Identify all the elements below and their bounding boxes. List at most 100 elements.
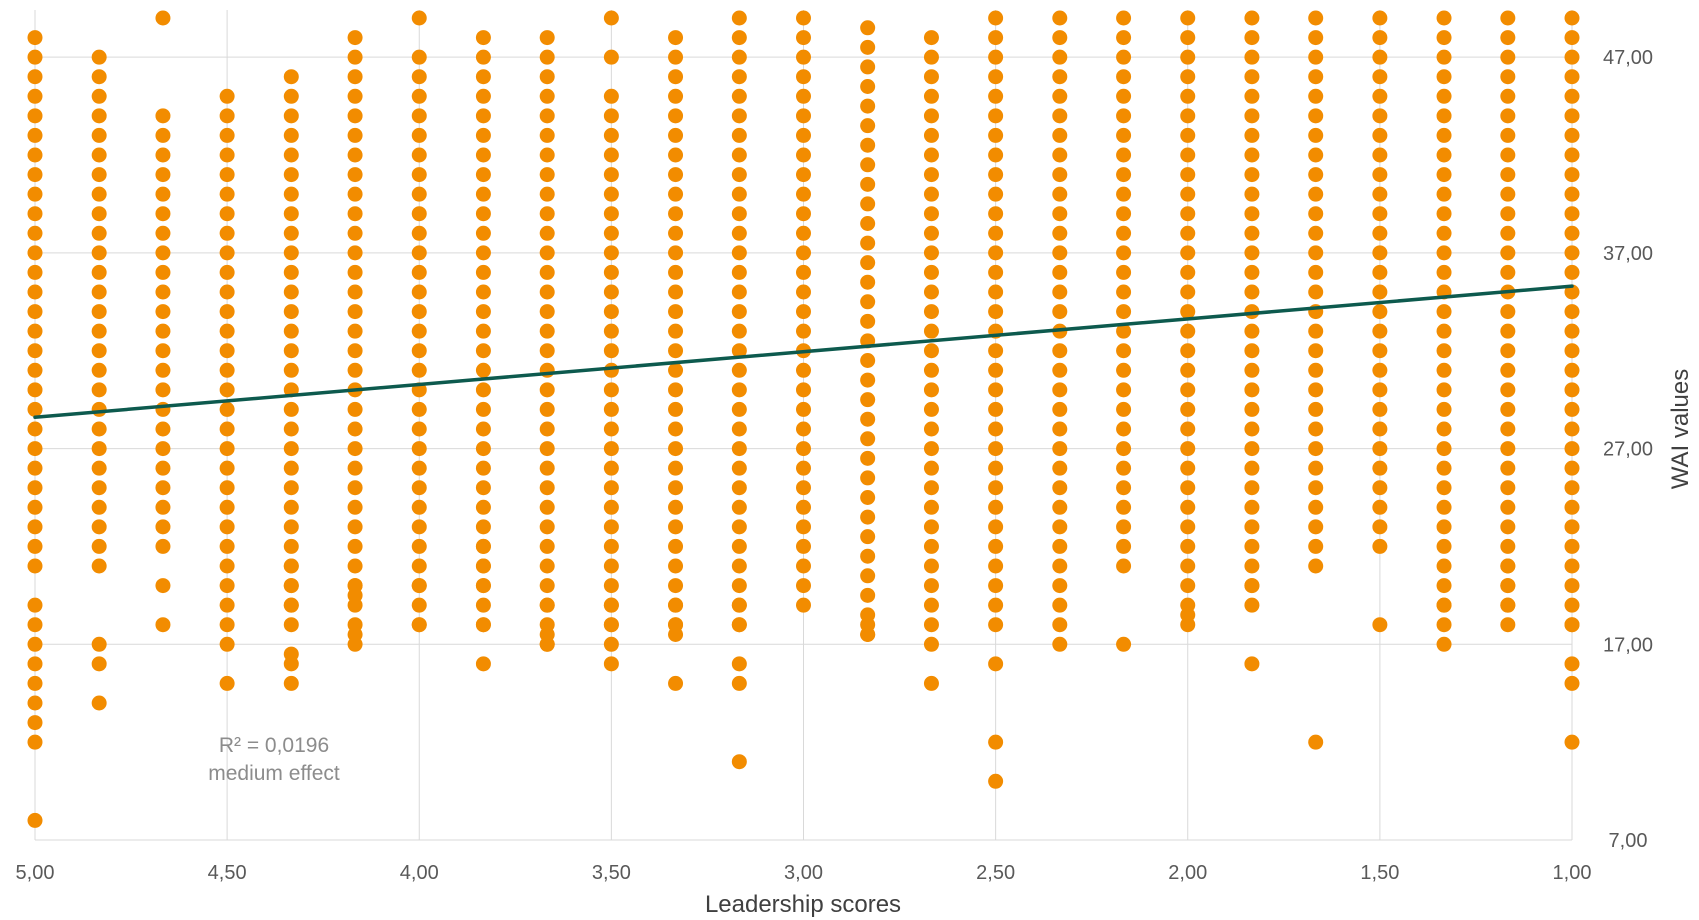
- data-point: [1436, 538, 1452, 554]
- data-point: [347, 264, 363, 280]
- data-point: [347, 362, 363, 378]
- data-point: [1372, 245, 1388, 261]
- data-point: [1244, 656, 1260, 672]
- data-point: [1116, 186, 1132, 202]
- data-point: [1372, 167, 1388, 183]
- data-point: [1564, 382, 1580, 398]
- data-point: [155, 460, 171, 476]
- data-point: [988, 186, 1004, 202]
- data-point: [1436, 108, 1452, 124]
- data-point: [411, 69, 427, 85]
- data-point: [1372, 362, 1388, 378]
- data-point: [347, 441, 363, 457]
- data-point: [283, 578, 299, 594]
- data-point: [155, 421, 171, 437]
- data-point: [1436, 480, 1452, 496]
- data-point: [923, 636, 939, 652]
- data-point: [1116, 343, 1132, 359]
- data-point: [1116, 88, 1132, 104]
- data-point: [1500, 10, 1516, 26]
- data-point: [475, 519, 491, 535]
- data-point: [1116, 206, 1132, 222]
- data-point: [283, 167, 299, 183]
- data-point: [1308, 186, 1324, 202]
- data-point: [411, 304, 427, 320]
- data-point: [283, 127, 299, 143]
- data-point: [219, 343, 235, 359]
- data-point: [796, 206, 811, 222]
- data-point: [988, 127, 1004, 143]
- data-point: [860, 255, 876, 271]
- data-point: [1500, 421, 1516, 437]
- data-point: [475, 401, 491, 417]
- data-point: [1436, 421, 1452, 437]
- data-point: [1116, 30, 1132, 46]
- data-point: [219, 264, 235, 280]
- data-point: [1244, 558, 1260, 574]
- data-point: [1564, 578, 1580, 594]
- data-point: [411, 206, 427, 222]
- y-axis-title: WAI values: [1667, 369, 1694, 489]
- data-point: [91, 323, 107, 339]
- y-tick-labels: 7,00 17,00 27,00 37,00 47,00: [1603, 47, 1653, 852]
- data-point: [219, 636, 235, 652]
- data-point: [1308, 30, 1324, 46]
- data-point: [1244, 441, 1260, 457]
- data-point: [1564, 323, 1580, 339]
- data-point: [1564, 441, 1580, 457]
- data-point: [91, 558, 107, 574]
- data-point: [1308, 225, 1324, 241]
- data-point: [411, 460, 427, 476]
- data-point: [860, 372, 876, 388]
- data-point: [796, 69, 811, 85]
- data-point: [1564, 480, 1580, 496]
- data-point: [539, 304, 555, 320]
- data-point: [796, 127, 811, 143]
- data-point: [988, 734, 1004, 750]
- data-point: [1500, 49, 1516, 65]
- data-point: [1500, 480, 1516, 496]
- data-point: [988, 88, 1004, 104]
- data-point: [283, 304, 299, 320]
- data-point: [1308, 127, 1324, 143]
- data-point: [347, 49, 363, 65]
- data-point: [988, 597, 1004, 613]
- x-tick-label: 1,50: [1360, 862, 1399, 884]
- data-point: [1436, 441, 1452, 457]
- data-point: [603, 597, 619, 613]
- data-point: [668, 558, 684, 574]
- data-point: [668, 538, 684, 554]
- data-point: [283, 284, 299, 300]
- data-point: [1180, 127, 1196, 143]
- data-point: [539, 167, 555, 183]
- data-point: [1564, 30, 1580, 46]
- data-point: [539, 441, 555, 457]
- data-point: [923, 578, 939, 594]
- data-point: [1564, 108, 1580, 124]
- data-point: [411, 167, 427, 183]
- data-point: [283, 656, 299, 672]
- data-point: [1244, 499, 1260, 515]
- data-point: [155, 10, 171, 26]
- data-point: [1052, 343, 1068, 359]
- data-point: [283, 499, 299, 515]
- data-point: [27, 558, 43, 574]
- data-point: [1564, 264, 1580, 280]
- data-point: [1180, 538, 1196, 554]
- data-point: [988, 304, 1004, 320]
- data-point: [731, 617, 747, 633]
- data-point: [1564, 69, 1580, 85]
- data-point: [1180, 607, 1196, 623]
- data-point: [219, 362, 235, 378]
- data-point: [27, 362, 43, 378]
- data-point: [27, 343, 43, 359]
- data-point: [219, 186, 235, 202]
- data-point: [91, 636, 107, 652]
- data-point: [731, 49, 747, 65]
- data-point: [475, 284, 491, 300]
- data-point: [411, 245, 427, 261]
- data-point: [1052, 617, 1068, 633]
- data-point: [923, 245, 939, 261]
- data-point: [475, 538, 491, 554]
- data-point: [860, 617, 876, 633]
